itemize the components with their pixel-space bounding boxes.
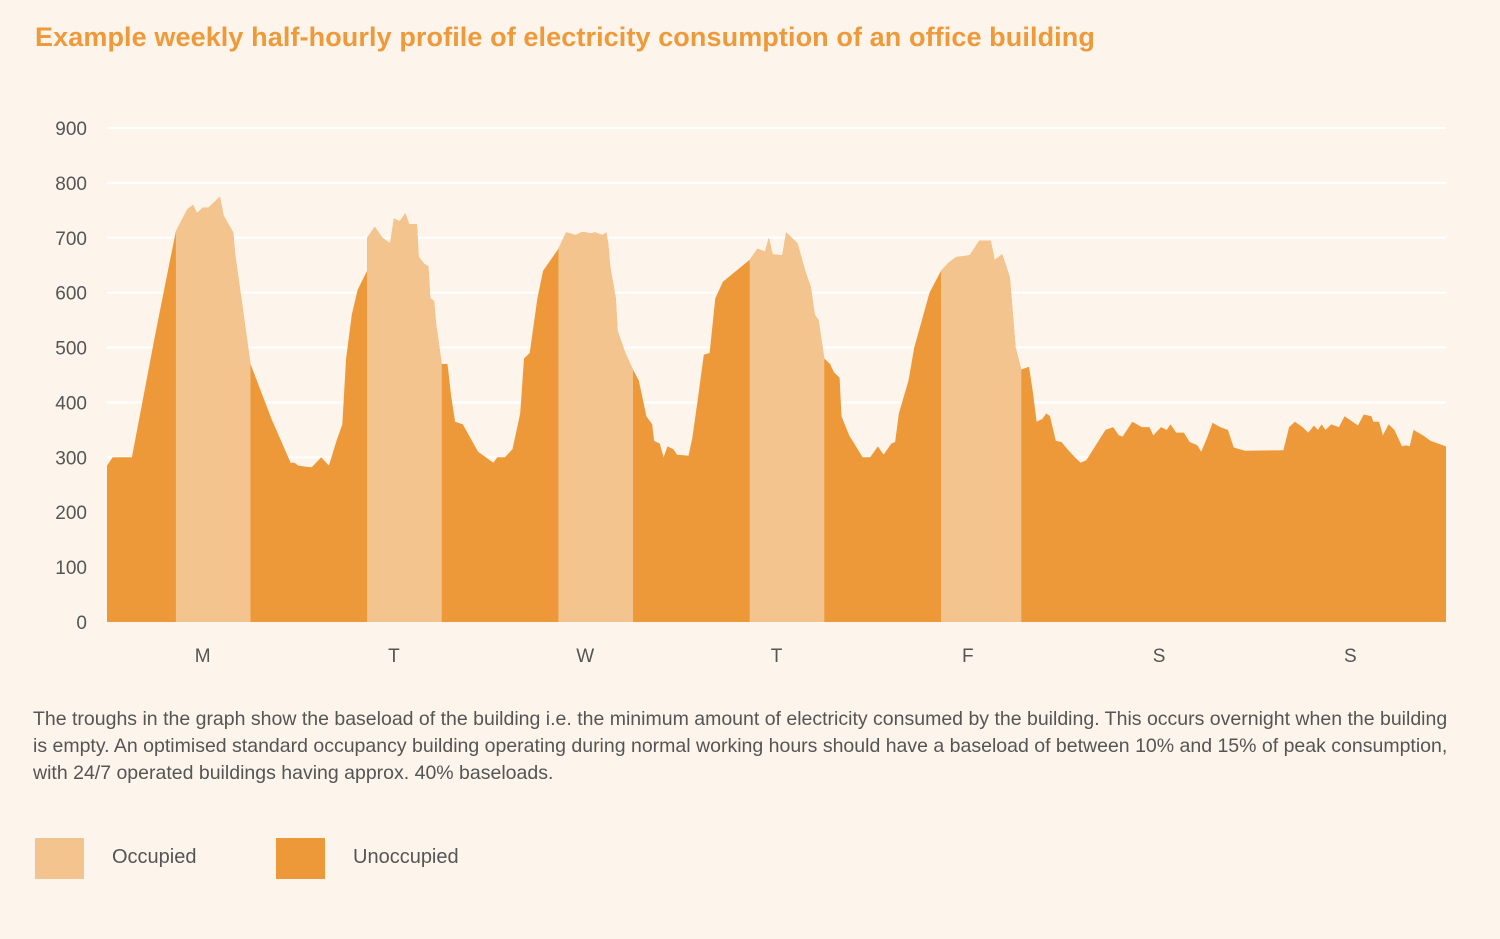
- y-tick-label-900: 900: [55, 119, 87, 140]
- y-tick-label-0: 0: [76, 613, 87, 634]
- y-tick-label-500: 500: [55, 339, 87, 360]
- y-tick-label-100: 100: [55, 558, 87, 579]
- x-day-label-6: S: [1153, 646, 1166, 667]
- x-day-label-5: F: [962, 646, 974, 667]
- occupied-band-2: [367, 196, 442, 622]
- legend-swatch-unoccupied: [276, 838, 325, 879]
- x-day-label-3: W: [576, 646, 594, 667]
- y-tick-label-400: 400: [55, 393, 87, 414]
- y-tick-label-700: 700: [55, 229, 87, 250]
- legend-label-occupied: Occupied: [112, 846, 197, 868]
- consumption-area: [107, 196, 1446, 622]
- x-day-label-2: T: [388, 646, 400, 667]
- legend-swatch-occupied: [35, 838, 84, 879]
- y-tick-label-600: 600: [55, 284, 87, 305]
- y-tick-label-800: 800: [55, 174, 87, 195]
- occupied-band-4: [749, 196, 825, 622]
- occupied-band-3: [558, 196, 633, 622]
- y-tick-label-300: 300: [55, 448, 87, 469]
- chart-caption: The troughs in the graph show the baselo…: [33, 708, 1448, 784]
- occupied-band-1: [175, 196, 251, 622]
- x-day-label-7: S: [1344, 646, 1357, 667]
- x-day-label-1: M: [195, 646, 211, 667]
- chart-title: Example weekly half-hourly profile of el…: [35, 22, 1095, 52]
- x-day-label-4: T: [771, 646, 783, 667]
- y-axis-ticks: 0 100 200 300 400 500 600 700 800 900: [55, 119, 87, 634]
- electricity-profile-chart: 0 100 200 300 400 500 600 700 800 900 M T W T F S S: [55, 119, 1446, 667]
- y-tick-label-200: 200: [55, 503, 87, 524]
- occupied-band-5: [941, 196, 1022, 622]
- legend-label-unoccupied: Unoccupied: [353, 846, 459, 868]
